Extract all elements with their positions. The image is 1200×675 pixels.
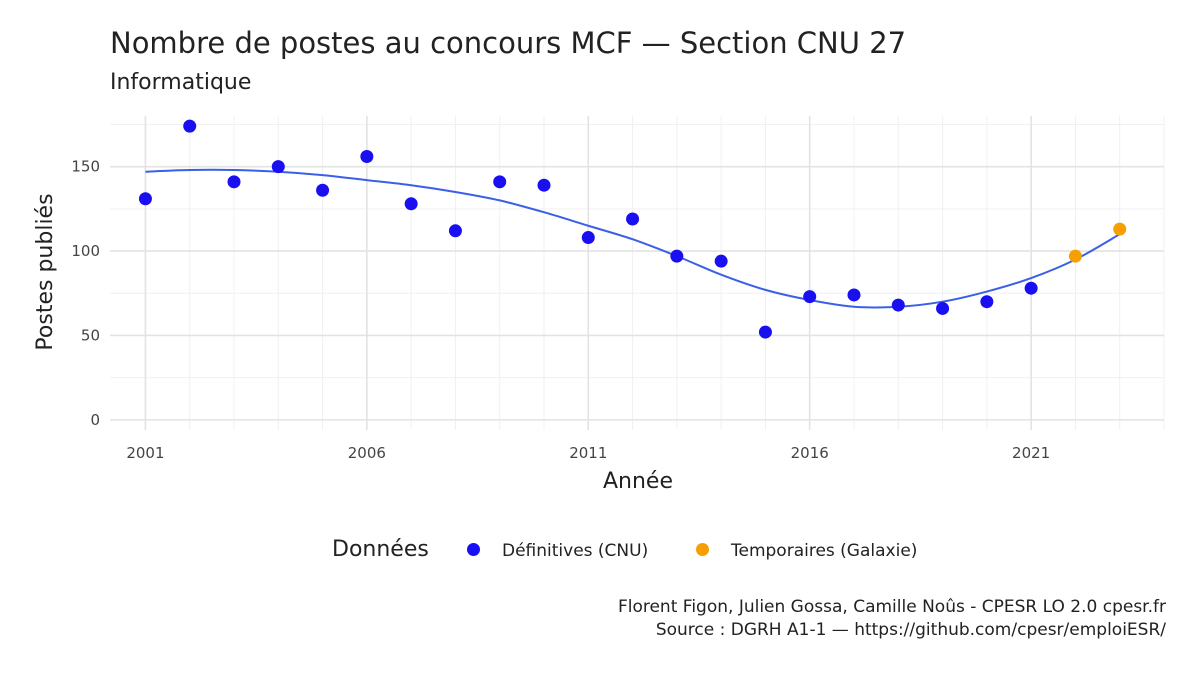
points-layer [138,119,1127,339]
trend-layer [145,168,1121,309]
chart-plot: 2001 2006 2011 2016 2021 0 50 100 150 Année Post… [33,116,1165,494]
point-definitives [714,254,728,268]
chart-title: Nombre de postes au concours MCF — Secti… [110,26,907,60]
point-definitives [183,119,197,133]
legend-dot-temporaires [696,542,709,556]
x-tick-label: 2011 [569,444,607,462]
caption: Florent Figon, Julien Gossa, Camille Noû… [618,596,1166,642]
legend-label-temporaires: Temporaires (Galaxie) [731,541,918,561]
y-tick-label: 150 [71,158,100,176]
trend-line [145,168,1121,309]
point-temporaires [1068,249,1082,263]
legend-item-temporaires: Temporaires (Galaxie) [696,541,917,561]
grid-minor [110,116,1165,430]
point-definitives [360,150,374,164]
legend-title: Données [332,537,429,562]
point-definitives [1024,281,1038,295]
caption-source: Source : DGRH A1-1 — https://github.com/… [655,620,1166,640]
legend: Données Définitives (CNU) Temporaires (G… [0,535,1200,571]
point-definitives [847,288,861,302]
point-definitives [670,249,684,263]
x-tick-label: 2021 [1012,444,1050,462]
point-definitives [448,224,462,238]
point-definitives [626,212,640,226]
point-definitives [980,295,994,309]
point-definitives [271,160,285,174]
point-definitives [758,325,772,339]
legend-label-definitives: Définitives (CNU) [502,541,649,561]
x-axis-label: Année [603,469,673,494]
point-definitives [227,175,241,189]
x-tick-label: 2016 [791,444,829,462]
point-definitives [404,197,418,211]
chart-subtitle: Informatique [110,70,252,95]
point-definitives [138,192,152,206]
point-definitives [581,231,595,245]
point-definitives [493,175,507,189]
point-definitives [936,301,950,315]
x-tick-label: 2001 [126,444,164,462]
point-definitives [891,298,905,312]
legend-item-definitives: Définitives (CNU) [467,541,648,561]
y-tick-label: 100 [71,242,100,260]
point-definitives [316,183,330,197]
caption-authors: Florent Figon, Julien Gossa, Camille Noû… [617,597,1166,617]
ticks-layer: 2001 2006 2011 2016 2021 0 50 100 150 [71,158,1050,462]
x-tick-label: 2006 [348,444,386,462]
point-definitives [803,290,817,304]
y-tick-label: 0 [90,411,100,429]
y-axis-label: Postes publiés [33,193,58,350]
grid-major [110,116,1164,430]
y-tick-label: 50 [81,326,100,344]
legend-dot-definitives [467,542,480,556]
point-temporaires [1113,222,1127,236]
point-definitives [537,178,551,192]
